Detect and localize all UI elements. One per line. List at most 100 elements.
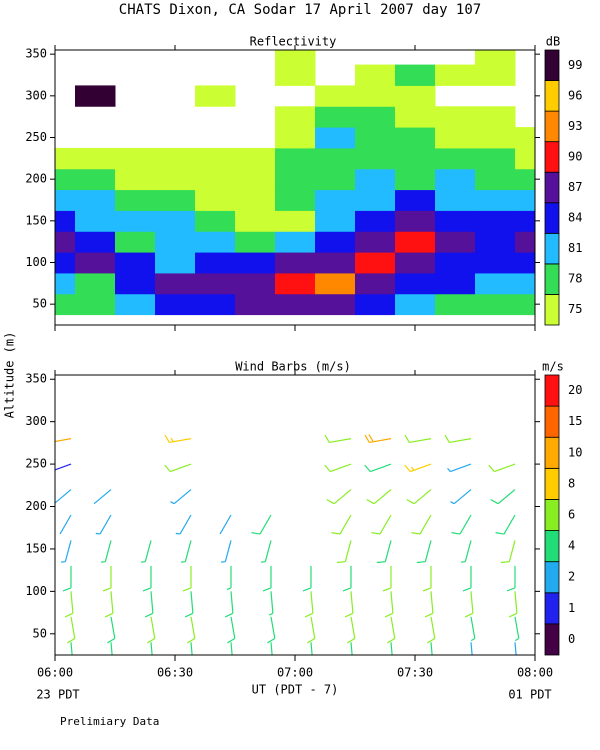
contour-cell: [75, 147, 116, 170]
wind-barb: [371, 514, 392, 535]
contour-cell: [155, 168, 196, 191]
wind-barb: [331, 514, 352, 535]
contour-cell: [55, 189, 76, 211]
contour-cell: [395, 127, 436, 149]
contour-cell: [235, 252, 276, 274]
wind-barb: [95, 514, 112, 535]
contour-cell: [195, 210, 236, 232]
contour-cell: [275, 252, 316, 274]
contour-cell: [155, 189, 196, 211]
colorbar-box: [544, 530, 560, 563]
y-tick-label: 300: [25, 414, 47, 428]
y-tick-label: 250: [25, 457, 47, 471]
contour-cell: [435, 231, 476, 253]
contour-cell: [315, 272, 356, 295]
y-tick-label: 200: [25, 499, 47, 513]
colorbar-box: [544, 592, 560, 625]
contour-cell: [115, 210, 156, 232]
contour-cell: [315, 210, 356, 232]
wind-barb: [262, 565, 272, 592]
wind-barb: [514, 642, 517, 655]
contour-cell: [355, 252, 396, 274]
wind-barb: [364, 463, 392, 473]
colorbar-box: [544, 405, 560, 438]
contour-cell: [475, 168, 516, 191]
colorbar-box: [544, 49, 560, 81]
colorbar-tick-label: 1: [568, 601, 575, 615]
wind-barb: [326, 489, 352, 505]
colorbar-tick-label: 96: [568, 88, 582, 102]
wind-barb: [267, 616, 276, 644]
wind-barb: [384, 591, 394, 618]
colorbar-tick-label: 0: [568, 632, 575, 646]
contour-cell: [355, 272, 396, 295]
contour-cell: [355, 168, 396, 191]
contour-cell: [115, 189, 156, 211]
contour-cell: [275, 189, 316, 211]
wind-barb: [164, 434, 192, 444]
y-tick-label: 200: [25, 172, 47, 186]
wind-barb: [64, 591, 74, 618]
y-tick-label: 50: [33, 626, 47, 640]
contour-cell: [395, 252, 436, 274]
contour-cell: [315, 189, 356, 211]
contour-cell: [155, 210, 196, 232]
y-tick-label: 250: [25, 130, 47, 144]
y-tick-label: 350: [25, 47, 47, 61]
contour-cell: [515, 189, 535, 211]
contour-cell: [355, 293, 396, 316]
contour-cell: [355, 210, 396, 232]
contour-cell: [395, 168, 436, 191]
colorbar-tick-label: 4: [568, 539, 575, 553]
contour-cell: [195, 231, 236, 253]
contour-cell: [395, 231, 436, 253]
wind-barb: [150, 642, 153, 655]
wind-barb: [411, 514, 432, 535]
colorbar-label: m/s: [542, 360, 564, 374]
contour-cell: [55, 210, 76, 232]
wind-barb: [310, 642, 313, 655]
colorbar-tick-label: 15: [568, 414, 582, 428]
contour-cell: [515, 252, 535, 274]
panel-title: Reflectivity: [250, 35, 337, 49]
colorbar-box: [544, 80, 560, 112]
wind-barb: [147, 616, 156, 644]
colorbar-box: [544, 561, 560, 594]
wind-barb: [144, 591, 154, 618]
wind-barb: [404, 434, 432, 444]
wind-barb: [406, 489, 432, 505]
contour-cell: [515, 210, 535, 232]
contour-cell: [435, 127, 476, 149]
contour-cell: [395, 189, 436, 211]
colorbar-box: [544, 202, 560, 234]
contour-cell: [315, 168, 356, 191]
contour-cell: [235, 293, 276, 316]
wind-barb: [382, 565, 392, 592]
y-tick-label: 350: [25, 372, 47, 386]
contour-cell: [195, 147, 236, 170]
contour-cell: [155, 252, 196, 274]
wind-barb: [107, 616, 116, 644]
wind-barb: [470, 616, 476, 642]
plot-area: [55, 50, 535, 316]
note: Prelimiary Data: [60, 715, 159, 728]
contour-cell: [235, 189, 276, 211]
contour-cell: [75, 189, 116, 211]
contour-cell: [435, 106, 476, 128]
contour-cell: [75, 210, 116, 232]
contour-cell: [315, 293, 356, 316]
colorbar-tick-label: 78: [568, 272, 582, 286]
colorbar-tick-label: 6: [568, 508, 575, 522]
contour-cell: [55, 272, 76, 295]
colorbar-box: [544, 623, 560, 656]
x-tick-label: 06:00: [37, 666, 73, 680]
contour-cell: [355, 85, 396, 107]
contour-cell: [75, 231, 116, 253]
wind-barb: [182, 565, 192, 592]
wind-barb: [376, 540, 392, 564]
contour-cell: [195, 168, 236, 191]
contour-cell: [275, 106, 316, 128]
wind-barb: [404, 463, 432, 473]
wind-barb: [268, 591, 274, 616]
